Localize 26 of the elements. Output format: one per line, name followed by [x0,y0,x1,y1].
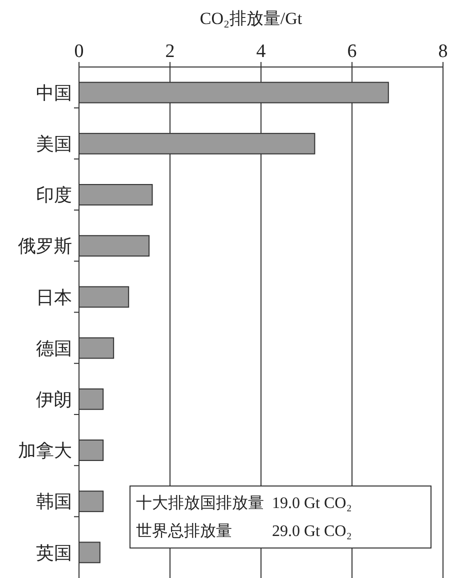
annotation: 十大排放国排放量 19.0 Gt CO₂ [136,494,352,512]
y-tick-label: 日本 [36,287,72,308]
x-tick-label: 2 [165,41,175,62]
bar [78,286,130,308]
bar [78,542,100,564]
x-axis-title: CO₂排放量/Gt [200,9,302,28]
y-tick-label: 印度 [36,185,72,206]
bar [78,388,104,410]
x-tick-label: 0 [74,41,84,62]
y-tick-label: 伊朗 [36,389,72,410]
y-tick-label: 中国 [36,82,72,104]
x-tick-label: 4 [256,41,266,62]
bar [78,184,153,206]
x-tick-label: 6 [347,41,357,62]
bar [78,490,104,512]
bar [78,337,114,359]
annotation: 世界总排放量 29.0 Gt CO₂ [136,522,352,540]
x-tick-label: 8 [438,41,448,62]
y-tick-label: 德国 [36,338,72,360]
y-tick-label: 俄罗斯 [18,236,72,258]
y-tick-label: 加拿大 [18,440,72,462]
y-tick-label: 英国 [36,542,72,564]
y-tick-label: 美国 [36,134,72,155]
y-tick-label: 韩国 [36,492,72,513]
bar [78,235,150,257]
bar [78,440,104,461]
